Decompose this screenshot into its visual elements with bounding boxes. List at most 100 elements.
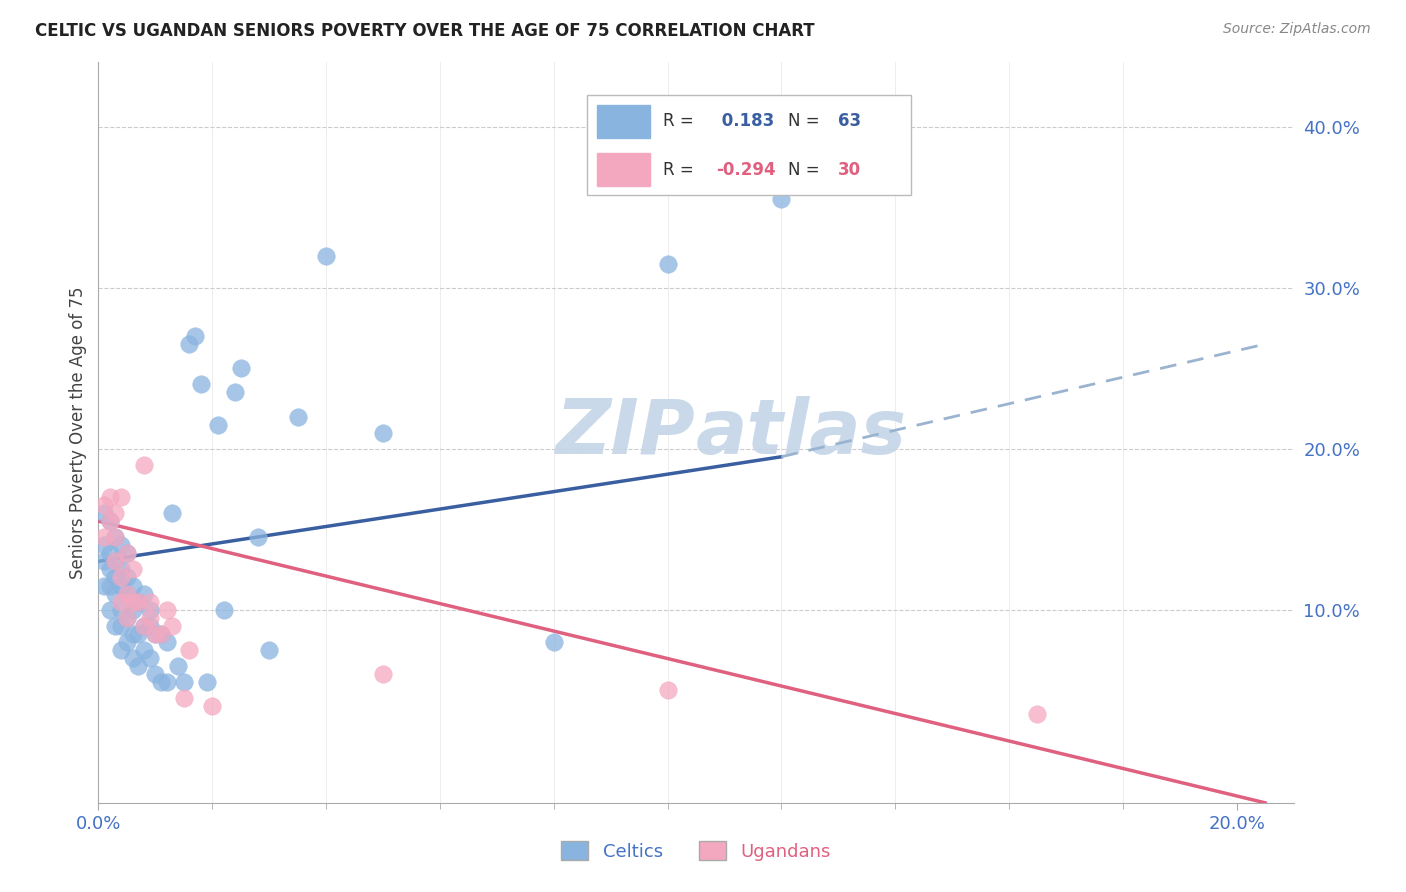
Point (127, 659, 149, 673)
Text: Source: ZipAtlas.com: Source: ZipAtlas.com (1223, 22, 1371, 37)
Point (110, 602, 132, 616)
Point (104, 554, 127, 568)
Text: 63: 63 (838, 112, 860, 130)
Point (543, 635, 565, 649)
Point (173, 675, 195, 690)
Point (121, 602, 143, 616)
Point (104, 506, 127, 520)
Point (115, 570, 138, 584)
Point (179, 337, 201, 351)
Point (167, 659, 190, 673)
Point (93, 530, 115, 544)
Point (115, 546, 138, 560)
Point (115, 546, 138, 560)
Point (138, 594, 160, 608)
Point (143, 627, 166, 641)
Point (156, 602, 179, 616)
Text: N =: N = (789, 161, 825, 178)
Text: R =: R = (662, 112, 699, 130)
Point (132, 619, 155, 633)
Point (246, 530, 269, 544)
Point (127, 627, 149, 641)
Point (104, 530, 127, 544)
Point (315, 249, 337, 263)
Point (127, 594, 149, 608)
Point (132, 458, 155, 472)
Point (156, 675, 179, 690)
Point (156, 635, 179, 649)
Point (98, 490, 121, 504)
Point (657, 257, 679, 271)
Point (770, 192, 793, 206)
Point (201, 699, 224, 714)
Point (93, 498, 115, 512)
Point (110, 490, 132, 504)
Legend: Celtics, Ugandans: Celtics, Ugandans (554, 834, 838, 868)
Point (229, 361, 252, 376)
Point (104, 530, 127, 544)
Point (98, 562, 121, 576)
Point (132, 619, 155, 633)
Point (207, 417, 229, 432)
Y-axis label: Seniors Poverty Over the Age of 75: Seniors Poverty Over the Age of 75 (69, 286, 87, 579)
Point (150, 627, 173, 641)
Point (150, 627, 173, 641)
Point (121, 594, 143, 608)
Point (179, 643, 201, 657)
Text: atlas: atlas (696, 396, 907, 469)
Point (212, 602, 235, 616)
Point (195, 675, 218, 690)
Point (104, 554, 127, 568)
Text: CELTIC VS UGANDAN SENIORS POVERTY OVER THE AGE OF 75 CORRELATION CHART: CELTIC VS UGANDAN SENIORS POVERTY OVER T… (35, 22, 814, 40)
Point (371, 425, 394, 440)
Point (110, 594, 132, 608)
Point (224, 385, 246, 400)
FancyBboxPatch shape (586, 95, 911, 195)
Point (98, 578, 121, 592)
Point (93, 578, 115, 592)
Point (115, 610, 138, 624)
Point (98, 546, 121, 560)
Point (1026, 707, 1049, 722)
Point (173, 691, 195, 706)
Point (110, 538, 132, 552)
Point (104, 570, 127, 584)
Point (184, 329, 207, 343)
Point (115, 610, 138, 624)
Point (98, 514, 121, 528)
Point (138, 651, 160, 665)
Point (143, 667, 166, 681)
Point (110, 619, 132, 633)
Bar (596, 105, 650, 137)
Point (104, 586, 127, 600)
Point (138, 619, 160, 633)
Text: -0.294: -0.294 (716, 161, 775, 178)
Text: N =: N = (789, 112, 825, 130)
Point (115, 586, 138, 600)
Point (93, 538, 115, 552)
Point (115, 586, 138, 600)
Point (162, 506, 184, 520)
Point (93, 506, 115, 520)
Point (121, 578, 143, 592)
Point (110, 578, 132, 592)
Point (132, 643, 155, 657)
Point (162, 619, 184, 633)
Text: 0.183: 0.183 (716, 112, 773, 130)
Point (138, 602, 160, 616)
Text: ZIP: ZIP (557, 396, 696, 469)
Point (98, 602, 121, 616)
Point (287, 409, 309, 424)
Point (143, 627, 166, 641)
Point (132, 586, 155, 600)
Text: R =: R = (662, 161, 699, 178)
Text: 30: 30 (838, 161, 860, 178)
Point (127, 594, 149, 608)
Point (121, 627, 143, 641)
Point (93, 554, 115, 568)
Point (150, 675, 173, 690)
Point (121, 651, 143, 665)
Point (121, 562, 143, 576)
Point (190, 377, 212, 392)
Bar (596, 153, 650, 186)
